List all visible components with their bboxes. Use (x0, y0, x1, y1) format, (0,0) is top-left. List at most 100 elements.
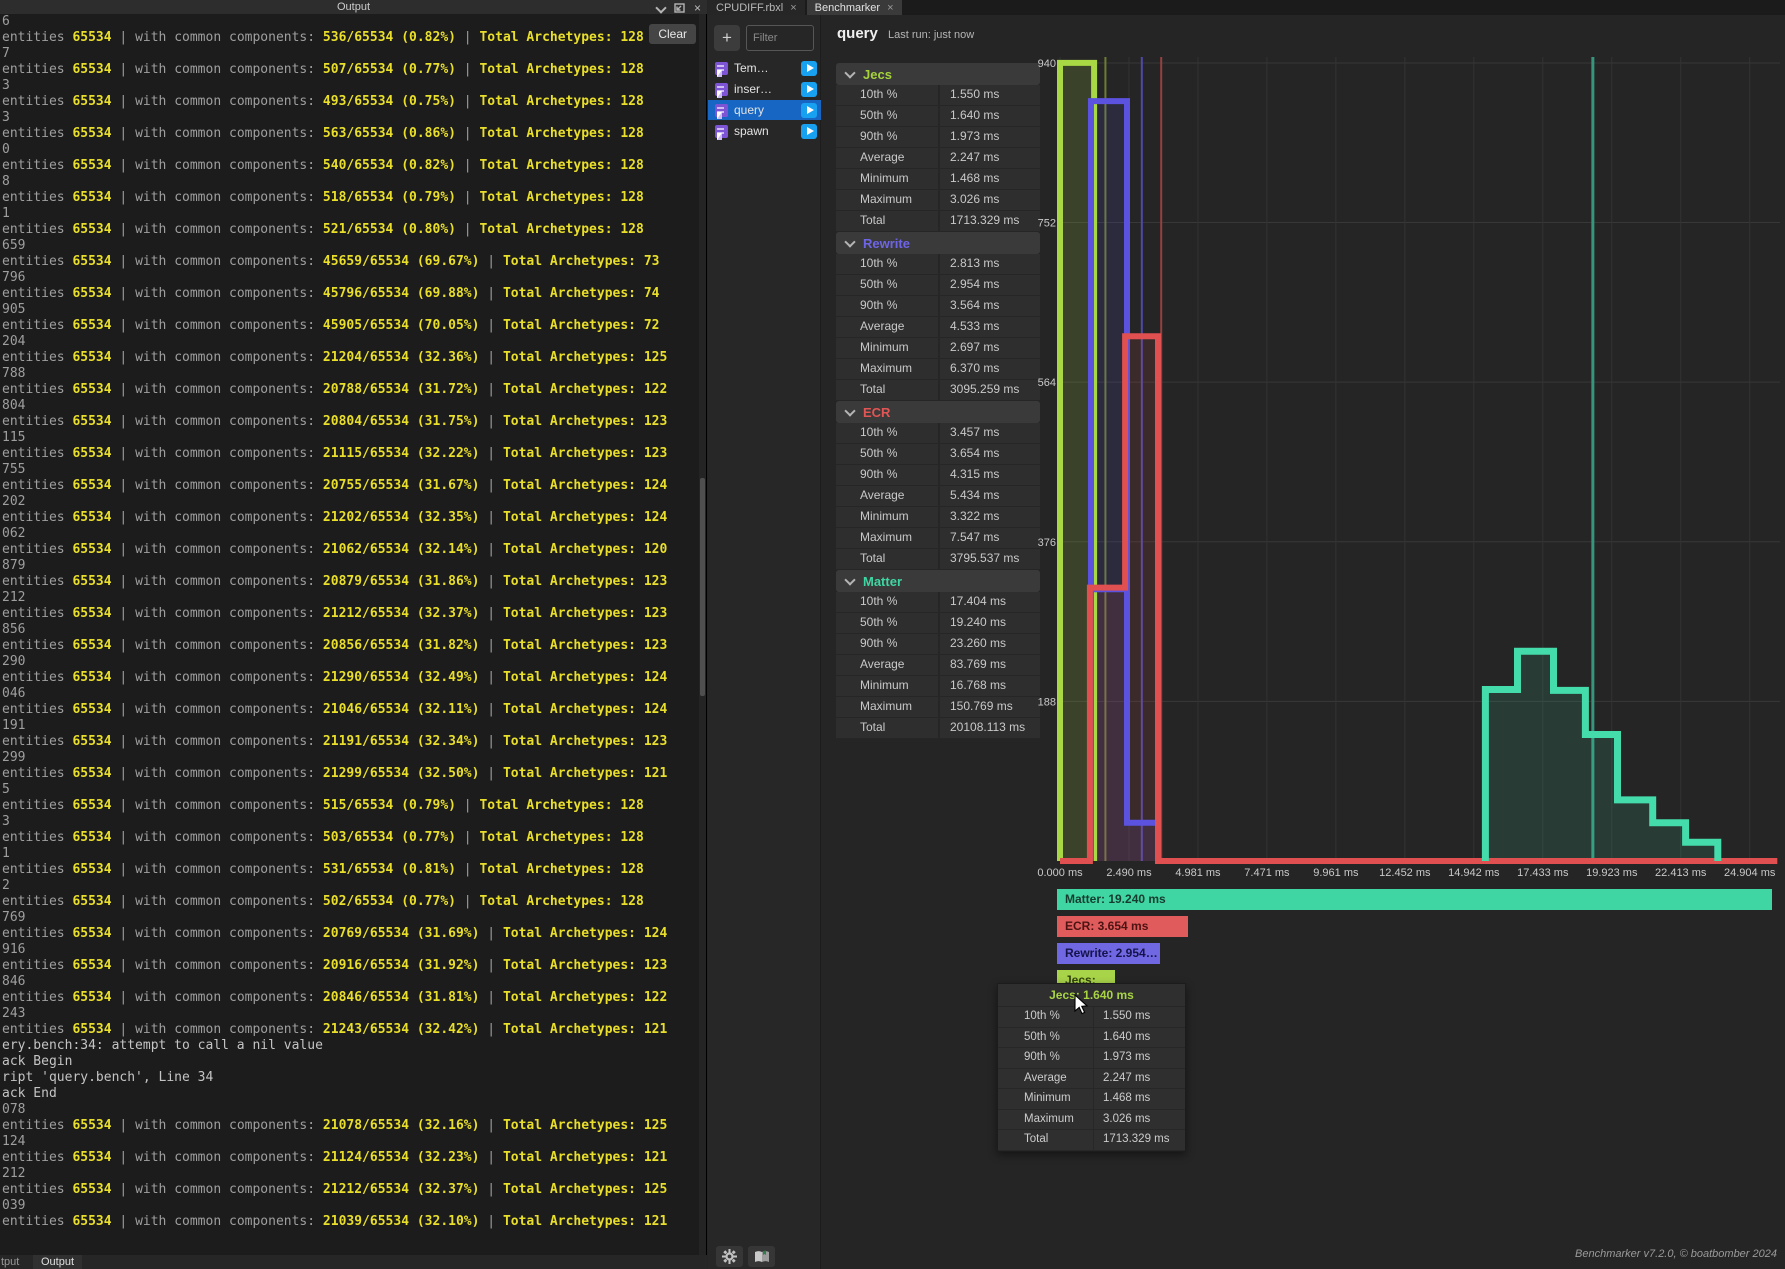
tab-benchmarker[interactable]: Benchmarker × (806, 0, 902, 15)
console-text: 21299/65534 (32.50%) (322, 766, 480, 781)
stat-label: 90th % (836, 465, 940, 485)
console-line: entities 65534 | with common components:… (2, 478, 692, 494)
stat-row: 10th % 3.457 ms (836, 423, 1040, 444)
script-icon (715, 61, 728, 77)
close-icon[interactable]: × (887, 1, 894, 14)
console-output: 6 entities 65534 | with common components… (2, 14, 692, 1252)
play-icon (806, 106, 814, 114)
add-benchmark-button[interactable]: + (714, 25, 740, 51)
section-header-rewrite[interactable]: Rewrite (836, 232, 1040, 254)
settings-button[interactable] (716, 1246, 743, 1267)
stat-row: 90th % 4.315 ms (836, 465, 1040, 486)
console-line: entities 65534 | with common components:… (2, 702, 692, 718)
benchmark-item-label: inser… (734, 82, 773, 96)
stat-row: Average 4.533 ms (836, 317, 1040, 338)
clear-button[interactable]: Clear (649, 24, 696, 44)
console-line: 659 (2, 238, 26, 253)
console-text: | with common components: (111, 446, 323, 461)
chevron-down-icon[interactable] (655, 2, 667, 14)
benchmark-item-spawn[interactable]: spawn (708, 121, 821, 141)
console-text: entities (2, 446, 73, 461)
console-text: entities (2, 542, 73, 557)
console-line: entities 65534 | with common components:… (2, 990, 692, 1006)
benchmark-histogram-chart[interactable]: 188 376 564 752 940 0.000 ms 2.490 ms 4.981 ms 7… (1020, 45, 1785, 891)
tooltip-value: 1.550 ms (1103, 1010, 1151, 1022)
y-axis-tick-label: 376 (1038, 537, 1056, 549)
console-text: 65534 (72, 94, 112, 109)
chevron-down-icon (844, 404, 856, 417)
stat-value: 7.547 ms (950, 530, 1000, 544)
console-line: entities 65534 | with common components:… (2, 926, 692, 942)
console-line: 846 (2, 974, 26, 989)
script-icon (715, 103, 728, 119)
console-text: entities (2, 926, 73, 941)
docs-button[interactable] (748, 1246, 775, 1267)
dock-tab-output[interactable]: Output (33, 1255, 83, 1269)
console-text: | with common components: (111, 734, 323, 749)
console-text: Total Archetypes: 128 (479, 30, 644, 45)
console-text: 21039/65534 (32.10%) (322, 1214, 480, 1229)
console-text: entities (2, 798, 73, 813)
stat-label: Maximum (836, 190, 940, 210)
console-line: 3 (2, 78, 10, 93)
script-line (717, 106, 724, 109)
console-text: entities (2, 190, 73, 205)
script-cursor (717, 69, 722, 77)
console-text: 65534 (72, 894, 112, 909)
undock-icon[interactable] (674, 3, 685, 13)
hover-tooltip: Jecs: 1.640 ms 10th % 1.550 ms 50th % 1.640… (997, 983, 1186, 1152)
section-header-jecs[interactable]: Jecs (836, 63, 1040, 85)
stat-row: 90th % 3.564 ms (836, 296, 1040, 317)
tooltip-row: Average 2.247 ms (998, 1068, 1185, 1089)
run-benchmark-button[interactable] (801, 102, 817, 118)
scrollbar-thumb[interactable] (700, 478, 705, 696)
console-text: Total Archetypes: 121 (502, 1214, 668, 1229)
legend-bar-matter: Matter: 19.240 ms (1057, 889, 1772, 910)
stat-value: 3.654 ms (950, 446, 1000, 460)
console-text: 65534 (72, 286, 112, 301)
console-line: entities 65534 | with common components:… (2, 1118, 692, 1134)
console-text: | with common components: (111, 958, 323, 973)
stat-value: 2.247 ms (950, 150, 1000, 164)
tooltip-label: Total (998, 1130, 1094, 1150)
section-name: Matter (863, 573, 903, 589)
stat-value: 4.533 ms (950, 319, 1000, 333)
benchmark-item-inser[interactable]: inser… (708, 79, 821, 99)
tooltip-label: Average (998, 1068, 1094, 1088)
console-text: | (479, 542, 503, 557)
fill-ecr (1089, 336, 1159, 861)
console-line: entities 65534 | with common components:… (2, 94, 692, 110)
benchmark-list-panel (708, 15, 821, 1269)
console-text: 45796/65534 (69.88%) (322, 286, 480, 301)
console-text: Total Archetypes: 123 (502, 606, 668, 621)
console-text: 65534 (72, 1150, 112, 1165)
tab-cpudiff-rbxl[interactable]: CPUDIFF.rbxl × (708, 0, 805, 15)
console-text: 20769/65534 (31.69%) (322, 926, 480, 941)
fill-matter (1485, 651, 1718, 861)
output-scrollbar[interactable] (699, 14, 706, 1255)
stat-label: Maximum (836, 359, 940, 379)
stats-column: Jecs 10th % 1.550 ms 50th % 1.640 ms 90th % 1.… (836, 63, 1040, 739)
run-benchmark-button[interactable] (801, 123, 817, 139)
console-text: | (455, 126, 480, 141)
section-header-ecr[interactable]: ECR (836, 401, 1040, 423)
close-icon[interactable]: × (693, 1, 701, 15)
stat-label: 90th % (836, 634, 940, 654)
stat-row: Minimum 2.697 ms (836, 338, 1040, 359)
tooltip-value: 2.247 ms (1103, 1071, 1151, 1084)
filter-input[interactable] (746, 25, 814, 51)
script-line (717, 85, 724, 88)
console-line: entities 65534 | with common components:… (2, 798, 692, 814)
run-benchmark-button[interactable] (801, 60, 817, 76)
benchmark-item-query[interactable]: query (708, 100, 821, 120)
console-text: 21290/65534 (32.49%) (322, 670, 480, 685)
console-line: entities 65534 | with common components:… (2, 862, 692, 878)
benchmark-item-Tem[interactable]: Tem… (708, 58, 821, 78)
tooltip-value: 1.468 ms (1103, 1092, 1151, 1104)
console-text: 65534 (72, 638, 112, 653)
section-header-matter[interactable]: Matter (836, 570, 1040, 592)
close-icon[interactable]: × (790, 1, 797, 14)
run-benchmark-button[interactable] (801, 81, 817, 97)
dock-tab-fragment[interactable]: tput (1, 1256, 20, 1268)
console-text: 65534 (72, 446, 112, 461)
